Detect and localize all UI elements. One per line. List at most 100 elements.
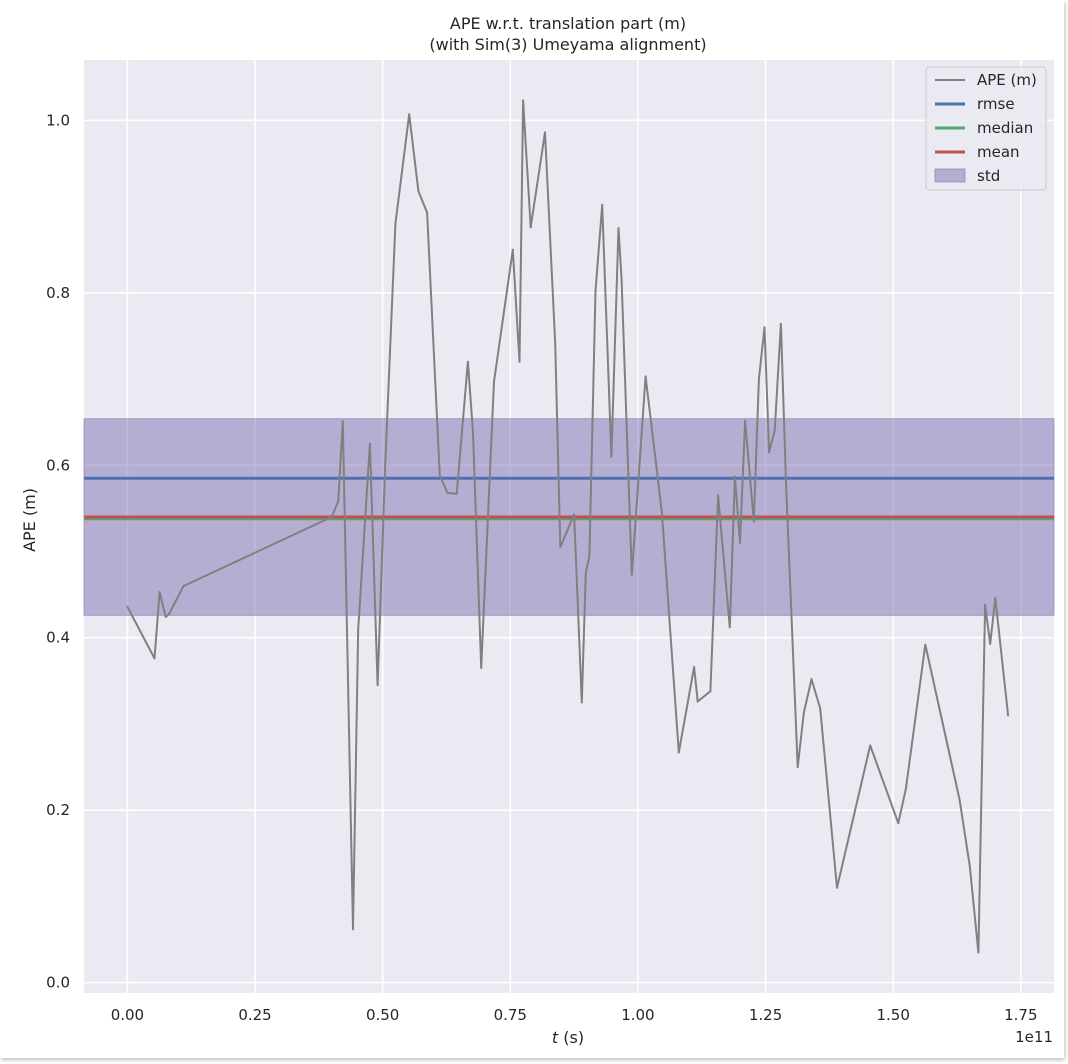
ape-point: [744, 419, 747, 422]
ape-point: [768, 451, 771, 454]
legend: APE (m) rmse median mean std: [925, 66, 1047, 191]
ape-point: [182, 584, 185, 587]
ape-point: [466, 360, 469, 363]
ape-point: [357, 628, 360, 631]
legend-label-std: std: [977, 167, 1000, 185]
legend-swatch-std: [934, 168, 966, 183]
ape-point: [446, 491, 449, 494]
ape-point: [492, 380, 495, 383]
x-axis-label-unit: (s): [558, 1028, 584, 1047]
ape-point: [544, 131, 547, 134]
ape-point: [660, 511, 663, 514]
ape-point: [580, 701, 583, 704]
legend-label-rmse: rmse: [977, 95, 1015, 113]
ape-point: [1007, 714, 1010, 717]
x-tick-label: 0.25: [238, 1006, 271, 1024]
ape-point: [696, 700, 699, 703]
legend-box: [925, 66, 1047, 191]
ape-point: [819, 707, 822, 710]
y-tick-label: 0.4: [46, 629, 70, 647]
x-tick-label: 0.50: [366, 1006, 399, 1024]
ape-points: [126, 99, 1010, 954]
ape-point: [384, 464, 387, 467]
x-tick-label: 1.50: [876, 1006, 909, 1024]
ape-point: [924, 643, 927, 646]
ape-point: [455, 492, 458, 495]
ape-point: [977, 951, 980, 954]
y-tick-label: 0.6: [46, 456, 70, 474]
ape-point: [757, 378, 760, 381]
ape-point: [958, 798, 961, 801]
ape-point: [573, 513, 576, 516]
ape-point: [584, 572, 587, 575]
ape-point: [594, 290, 597, 293]
ape-point: [408, 113, 411, 116]
ape-point: [677, 751, 680, 754]
ape-point: [588, 554, 591, 557]
ape-point: [773, 429, 776, 432]
ape-point: [617, 227, 620, 230]
ape-point: [554, 341, 557, 344]
legend-label-median: median: [977, 119, 1033, 137]
x-tick-labels: 0.00 0.25 0.50 0.75 1.00 1.25 1.50 1.75: [111, 1006, 1038, 1024]
legend-label-mean: mean: [977, 143, 1020, 161]
ape-point: [126, 605, 129, 608]
ape-point: [472, 431, 475, 434]
ape-point: [994, 597, 997, 600]
y-tick-label: 0.0: [46, 974, 70, 992]
ape-point: [337, 500, 340, 503]
ape-point: [518, 360, 521, 363]
ape-point: [168, 612, 171, 615]
ape-point: [153, 657, 156, 660]
ape-point: [728, 626, 731, 629]
ape-point: [752, 520, 755, 523]
ape-point: [438, 474, 441, 477]
chart-title-line-1: APE w.r.t. translation part (m): [450, 14, 686, 33]
ape-point: [869, 744, 872, 747]
ape-point: [368, 442, 371, 445]
ape-point: [158, 591, 161, 594]
x-tick-label: 0.00: [111, 1006, 144, 1024]
ape-point: [529, 226, 532, 229]
x-tick-label: 1.00: [621, 1006, 654, 1024]
x-tick-label: 1.25: [749, 1006, 782, 1024]
ape-point: [417, 190, 420, 193]
ape-point: [693, 666, 696, 669]
ape-point: [810, 678, 813, 681]
ape-point: [709, 690, 712, 693]
x-tick-label: 0.75: [494, 1006, 527, 1024]
ape-point: [897, 822, 900, 825]
y-tick-label: 0.2: [46, 801, 70, 819]
ape-point: [904, 787, 907, 790]
ape-point: [739, 541, 742, 544]
ape-point: [610, 455, 613, 458]
ape-point: [630, 573, 633, 576]
ape-point: [784, 481, 787, 484]
y-tick-label: 1.0: [46, 111, 70, 129]
ape-point: [352, 928, 355, 931]
x-tick-label: 1.75: [1004, 1006, 1037, 1024]
ape-point: [394, 222, 397, 225]
ape-point: [522, 99, 525, 102]
ape-point: [330, 516, 333, 519]
ape-point: [796, 766, 799, 769]
ape-point: [984, 603, 987, 606]
x-axis-label-italic: t: [552, 1028, 559, 1047]
ape-point: [717, 494, 720, 497]
y-tick-labels: 0.0 0.2 0.4 0.6 0.8 1.0: [46, 111, 70, 991]
ape-point: [836, 886, 839, 889]
ape-point: [779, 322, 782, 325]
ape-point: [164, 616, 167, 619]
ape-point: [376, 684, 379, 687]
x-axis-label: t (s): [552, 1028, 584, 1047]
legend-label-ape: APE (m): [977, 71, 1037, 89]
chart-title-line-2: (with Sim(3) Umeyama alignment): [429, 35, 706, 54]
ape-point: [559, 546, 562, 549]
ape-point: [763, 326, 766, 329]
ape-point: [341, 420, 344, 423]
ape-point: [989, 642, 992, 645]
y-tick-label: 0.8: [46, 284, 70, 302]
ape-point: [426, 211, 429, 214]
ape-point: [968, 865, 971, 868]
